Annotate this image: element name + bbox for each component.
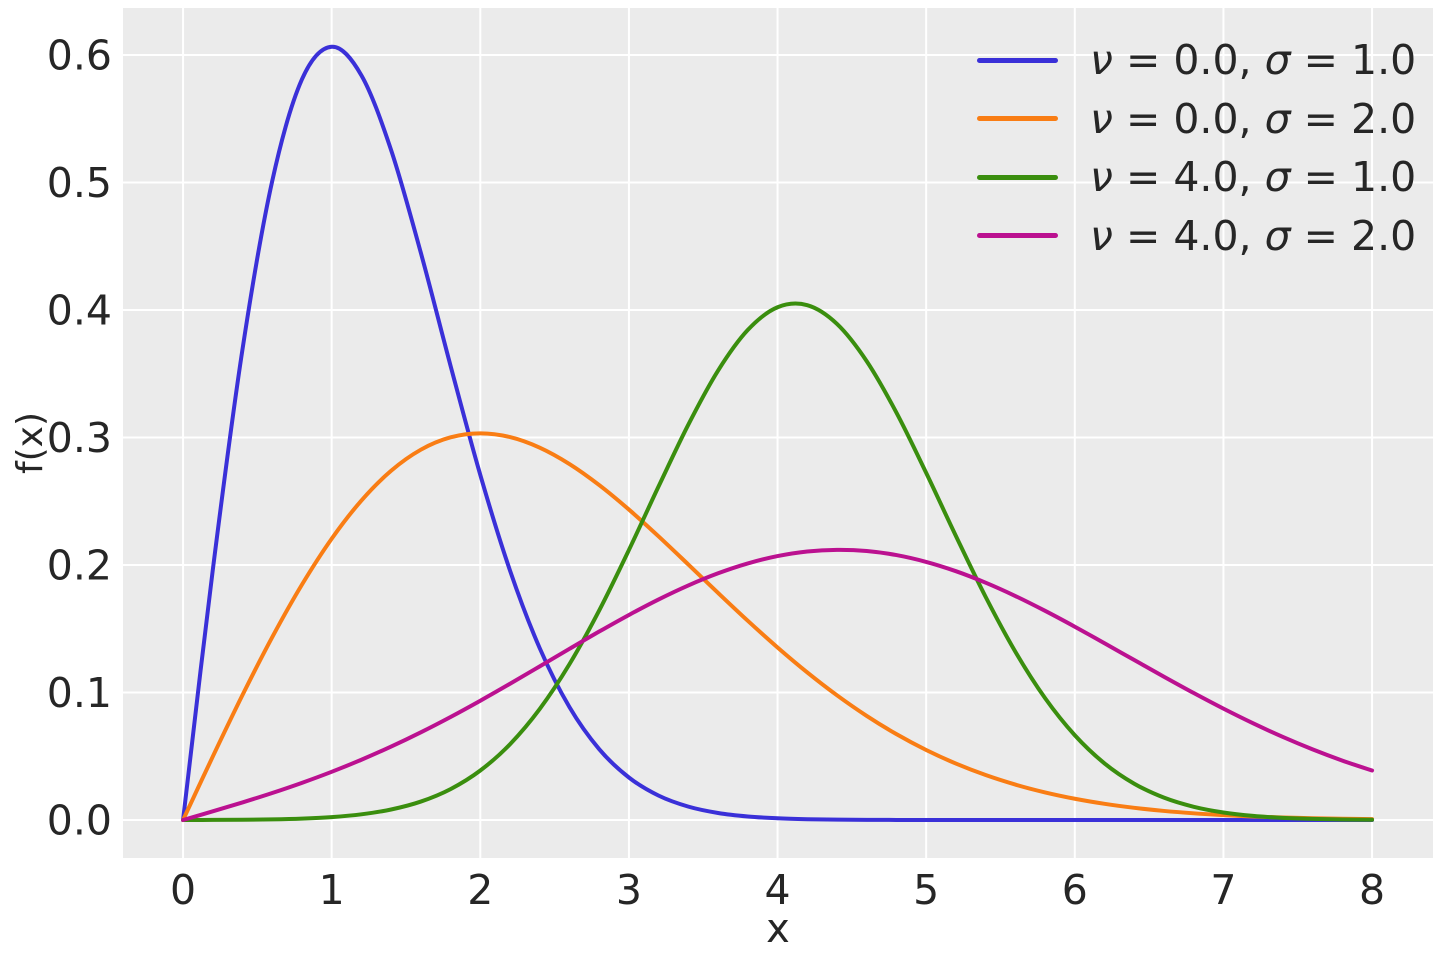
x-tick-label: 8 xyxy=(1359,866,1385,914)
legend-line-swatch xyxy=(977,174,1058,180)
legend-item: ν = 4.0, σ = 1.0 xyxy=(977,151,1416,203)
legend-item: ν = 0.0, σ = 2.0 xyxy=(977,93,1416,145)
y-axis-label: f(x) xyxy=(10,412,51,474)
y-tick-label: 0.5 xyxy=(47,159,112,207)
legend-item: ν = 0.0, σ = 1.0 xyxy=(977,34,1416,86)
y-tick-label: 0.2 xyxy=(47,542,112,590)
legend-item: ν = 4.0, σ = 2.0 xyxy=(977,210,1416,262)
curve-series-0 xyxy=(181,44,1375,823)
x-axis-label: x xyxy=(766,906,790,952)
y-tick-label: 0.3 xyxy=(47,414,112,462)
curve-series-3 xyxy=(181,547,1375,823)
y-tick-label: 0.6 xyxy=(47,32,112,80)
legend-line-swatch xyxy=(977,116,1058,121)
x-tick-label: 0 xyxy=(170,866,196,914)
legend-line-swatch xyxy=(977,233,1058,238)
legend-label: ν = 4.0, σ = 2.0 xyxy=(1090,211,1417,260)
x-tick-label: 2 xyxy=(467,866,493,914)
curve-series-2 xyxy=(181,301,1375,823)
y-tick-label: 0.1 xyxy=(47,669,112,717)
x-tick-label: 7 xyxy=(1210,866,1236,914)
x-tick-label: 5 xyxy=(913,866,939,914)
x-tick-label: 6 xyxy=(1062,866,1088,914)
legend-line-swatch xyxy=(977,57,1058,63)
legend-label: ν = 0.0, σ = 1.0 xyxy=(1090,36,1417,84)
x-tick-label: 4 xyxy=(765,866,791,914)
legend-label: ν = 0.0, σ = 2.0 xyxy=(1090,94,1417,143)
y-tick-label: 0.0 xyxy=(47,797,112,845)
legend-label: ν = 4.0, σ = 1.0 xyxy=(1090,153,1417,201)
curve-series-1 xyxy=(181,431,1375,823)
y-tick-label: 0.4 xyxy=(47,287,112,335)
x-tick-label: 3 xyxy=(616,866,642,914)
x-tick-label: 1 xyxy=(319,866,345,914)
